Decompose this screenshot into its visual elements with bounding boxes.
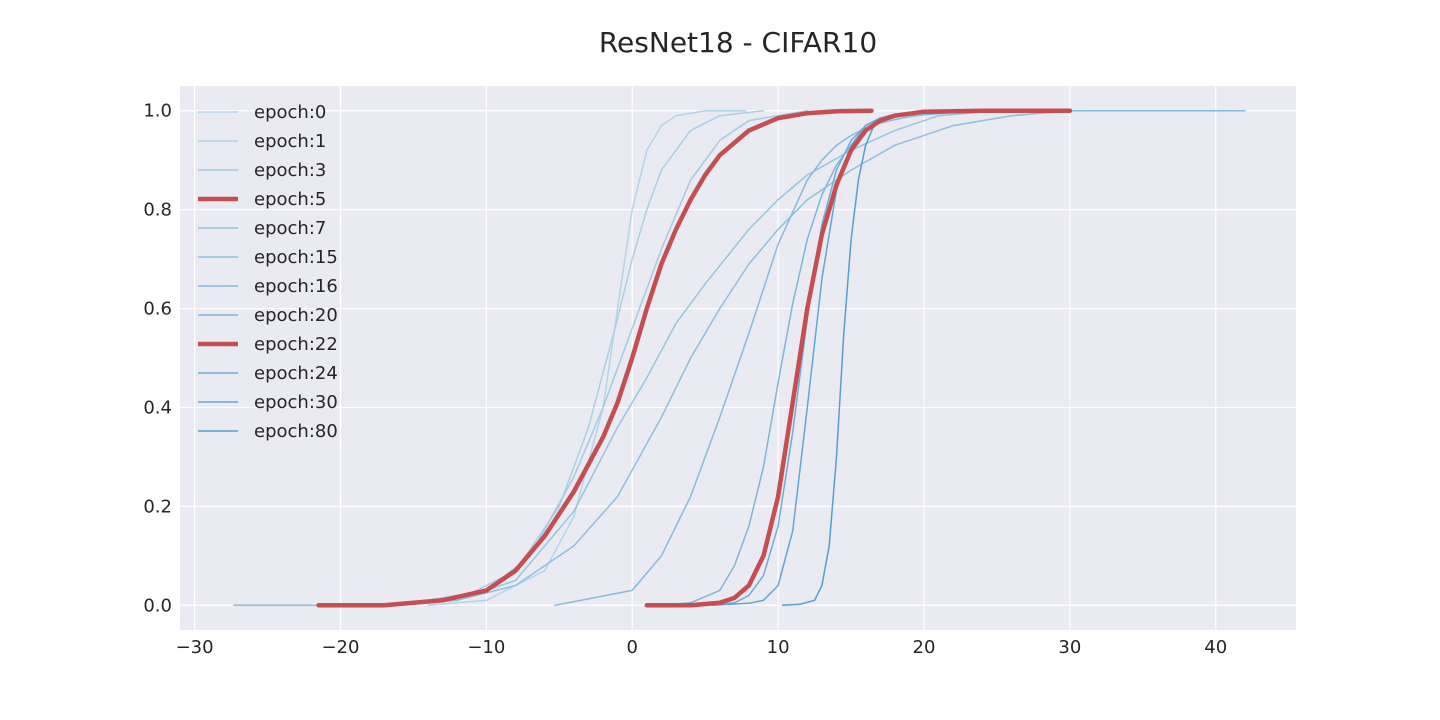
plot-area (180, 86, 1296, 630)
y-tick-label: 1.0 (143, 101, 172, 122)
series-line-epoch-0 (427, 109, 747, 607)
x-tick-label: 40 (1204, 637, 1227, 658)
x-axis: −30 −20 −10 0 10 20 30 40 (176, 637, 1228, 658)
legend-label: epoch:7 (254, 218, 326, 239)
y-axis: 0.0 0.2 0.4 0.6 0.8 1.0 (143, 101, 172, 617)
legend-label: epoch:0 (254, 102, 326, 123)
x-tick-label: −20 (321, 637, 359, 658)
legend-label: epoch:16 (254, 276, 338, 297)
legend-label: epoch:30 (254, 392, 338, 413)
x-tick-label: −30 (176, 637, 214, 658)
y-tick-label: 0.4 (143, 397, 172, 418)
y-tick-label: 0.2 (143, 496, 172, 517)
legend: epoch:0 epoch:1 epoch:3 epoch:5 epoch:7 epoch… (198, 102, 338, 442)
legend-label: epoch:15 (254, 247, 338, 268)
legend-label: epoch:20 (254, 305, 338, 326)
legend-label: epoch:80 (254, 421, 338, 442)
legend-label: epoch:24 (254, 363, 338, 384)
series-line-epoch-7 (383, 109, 998, 607)
x-tick-label: 20 (913, 637, 936, 658)
x-tick-label: 0 (627, 637, 638, 658)
series-lines (233, 108, 1246, 608)
chart-title: ResNet18 - CIFAR10 (599, 26, 877, 59)
y-tick-label: 0.6 (143, 299, 172, 320)
x-tick-label: −10 (467, 637, 505, 658)
legend-label: epoch:5 (254, 189, 326, 210)
y-tick-label: 0.8 (143, 200, 172, 221)
series-line-epoch-5 (316, 108, 874, 608)
x-tick-label: 10 (767, 637, 790, 658)
y-tick-label: 0.0 (143, 595, 172, 616)
legend-label: epoch:3 (254, 160, 326, 181)
legend-label: epoch:22 (254, 334, 338, 355)
series-line-epoch-22 (644, 108, 1073, 608)
legend-label: epoch:1 (254, 131, 326, 152)
x-tick-label: 30 (1058, 637, 1081, 658)
